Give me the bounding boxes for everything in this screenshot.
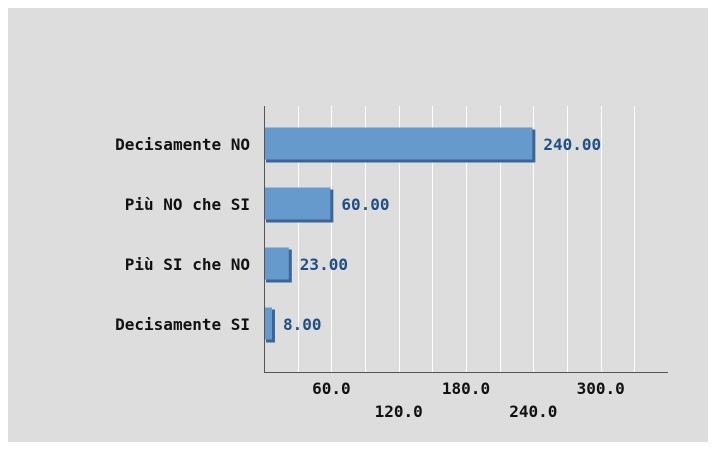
category-label: Più NO che SI bbox=[125, 195, 250, 214]
x-tick-label: 60.0 bbox=[312, 379, 351, 398]
category-label: Decisamente SI bbox=[115, 315, 250, 334]
bar bbox=[264, 127, 533, 160]
data-label: 8.00 bbox=[283, 315, 322, 334]
bar bbox=[264, 307, 272, 340]
data-label: 23.00 bbox=[300, 255, 348, 274]
bar-chart: 240.00 Decisamente NO 60.00 Più NO che SI 23… bbox=[115, 106, 668, 421]
category-label: Più SI che NO bbox=[125, 255, 250, 274]
x-tick-label: 180.0 bbox=[442, 379, 490, 398]
category-label: Decisamente NO bbox=[115, 135, 250, 154]
x-tick-label: 120.0 bbox=[375, 402, 423, 421]
chart-panel: 240.00 Decisamente NO 60.00 Più NO che SI 23… bbox=[8, 8, 708, 442]
bar bbox=[264, 247, 289, 280]
data-label: 240.00 bbox=[543, 135, 601, 154]
x-tick-label: 240.0 bbox=[509, 402, 557, 421]
data-label: 60.00 bbox=[341, 195, 389, 214]
bar bbox=[264, 187, 331, 220]
x-tick-label: 300.0 bbox=[577, 379, 625, 398]
